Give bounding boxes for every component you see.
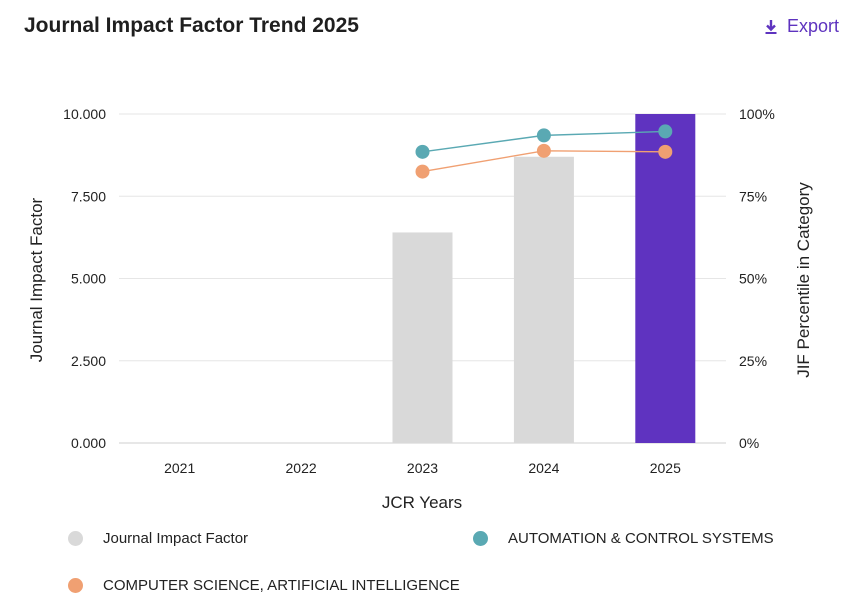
legend-swatch-jif [68,531,83,546]
series-point [415,164,430,179]
bar [513,156,574,443]
series-point [658,124,673,139]
download-icon [763,19,779,35]
y-tick-label: 7.500 [71,188,106,204]
y2-tick-label: 25% [739,353,767,369]
legend-label-jif: Journal Impact Factor [103,530,249,547]
y2-tick-label: 75% [739,188,767,204]
y2-tick-label: 100% [739,106,775,122]
y-tick-label: 0.000 [71,435,106,451]
y-tick-label: 10.000 [63,106,106,122]
legend-swatch-cs-ai [68,578,83,593]
y2-tick-label: 0% [739,435,759,451]
series-point [536,143,551,158]
legend-label-automation: AUTOMATION & CONTROL SYSTEMS [508,530,774,547]
y-axis-title: Journal Impact Factor [27,197,46,362]
bar [392,232,453,443]
legend-swatch-automation [473,531,488,546]
x-tick-label: 2022 [286,460,317,476]
legend-item-jif[interactable]: Journal Impact Factor [68,530,248,547]
x-axis-title: JCR Years [382,493,462,512]
legend-item-automation[interactable]: AUTOMATION & CONTROL SYSTEMS [473,530,774,547]
y2-axis-title: JIF Percentile in Category [794,182,813,378]
series-point [415,144,430,159]
export-label: Export [786,16,839,36]
chart-title: Journal Impact Factor Trend 2025 [24,14,359,37]
x-tick-label: 2021 [164,460,195,476]
y-tick-label: 5.000 [71,271,106,287]
x-tick-label: 2024 [528,460,559,476]
export-button[interactable]: Export [763,16,839,37]
series-point [658,144,673,159]
y2-tick-label: 50% [739,271,767,287]
legend-item-cs-ai[interactable]: COMPUTER SCIENCE, ARTIFICIAL INTELLIGENC… [68,577,460,594]
y-tick-label: 2.500 [71,353,106,369]
x-tick-label: 2023 [407,460,438,476]
legend-label-cs-ai: COMPUTER SCIENCE, ARTIFICIAL INTELLIGENC… [103,577,460,594]
bar [635,114,696,443]
series-point [536,128,551,143]
x-tick-label: 2025 [650,460,681,476]
